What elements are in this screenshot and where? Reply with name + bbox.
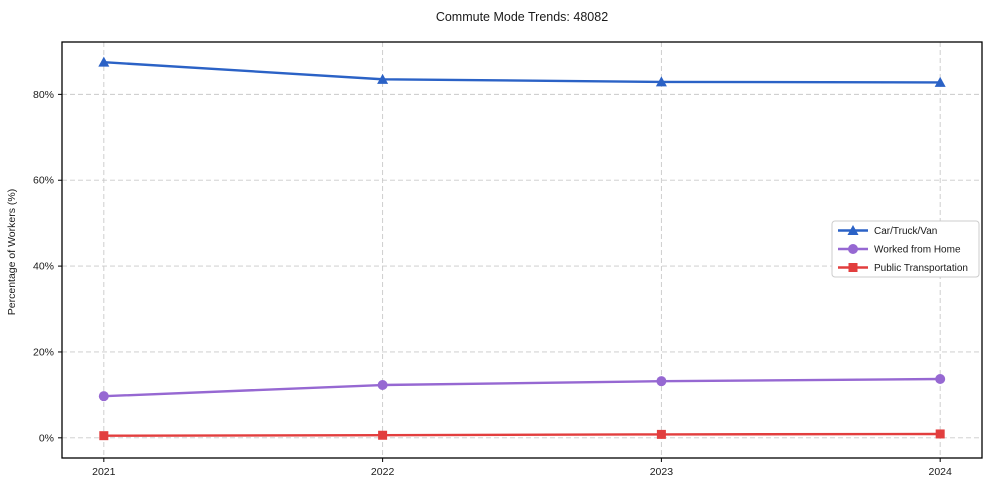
legend-item-car-truck-van-label: Car/Truck/Van <box>874 226 937 237</box>
y-tick-label: 20% <box>33 346 54 358</box>
y-tick-label: 40% <box>33 261 54 273</box>
series-worked-from-home-marker-circle-icon <box>656 376 667 387</box>
legend-item-worked-from-home-marker-circle-icon <box>848 244 858 254</box>
legend-item-worked-from-home: Worked from Home <box>838 244 961 256</box>
y-axis-label: Percentage of Workers (%) <box>6 189 18 315</box>
axes-layer: 0% 20% 40% 60% 80% 2021 2022 2023 2024 <box>33 41 983 478</box>
series-public-transportation-marker-square-icon <box>656 429 666 439</box>
series-car-truck-van-marker-triangle-icon <box>98 56 110 67</box>
series-public-transportation-marker-square-icon <box>99 431 109 441</box>
legend-item-public-transportation-label: Public Transportation <box>874 263 968 274</box>
series-car-truck-van-line <box>102 61 942 84</box>
series-car-truck-van-marker-triangle-icon <box>934 76 946 87</box>
x-tick-label: 2021 <box>92 466 116 478</box>
x-tick-label: 2023 <box>650 466 674 478</box>
legend-item-public-transportation-marker-square-icon <box>848 263 858 272</box>
series-public-transportation-marker-square-icon <box>378 430 388 440</box>
legend-box <box>831 220 980 278</box>
legend-item-worked-from-home-label: Worked from Home <box>874 245 961 256</box>
series-worked-from-home-marker-circle-icon <box>377 380 388 391</box>
series-worked-from-home-marker-circle-icon <box>935 374 946 385</box>
x-tick-label: 2022 <box>371 466 395 478</box>
x-tick-label: 2024 <box>929 466 953 478</box>
series-car-truck-van-marker-triangle-icon <box>655 76 667 87</box>
y-tick-label: 80% <box>33 89 54 101</box>
plot-border <box>61 41 983 459</box>
legend: Car/Truck/Van Worked from Home Public Tran… <box>831 220 980 278</box>
y-tick-label: 0% <box>39 432 54 444</box>
series-worked-from-home-marker-circle-icon <box>98 391 109 402</box>
legend-item-public-transportation: Public Transportation <box>838 263 968 274</box>
series-layer <box>98 56 946 441</box>
series-public-transportation-line <box>102 432 942 437</box>
y-tick-label: 60% <box>33 175 54 187</box>
series-car-truck-van-marker-triangle-icon <box>377 73 389 84</box>
chart-title: Commute Mode Trends: 48082 <box>436 10 608 24</box>
legend-item-car-truck-van: Car/Truck/Van <box>838 225 937 237</box>
legend-item-car-truck-van-marker-triangle-icon <box>847 225 859 235</box>
series-public-transportation-marker-square-icon <box>935 429 945 439</box>
series-worked-from-home-line <box>102 377 942 398</box>
